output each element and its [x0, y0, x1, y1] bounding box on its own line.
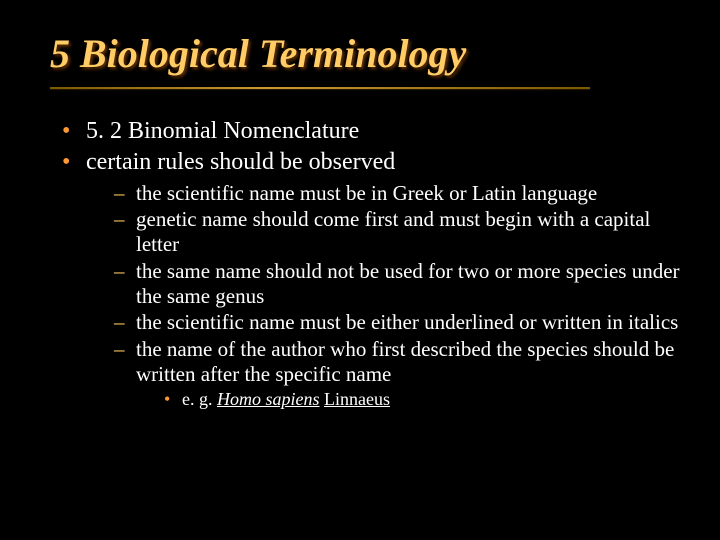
l2-text: the name of the author who first describ… [136, 337, 674, 386]
l3-item: e. g. Homo sapiens Linnaeus [164, 389, 680, 411]
l2-text: the scientific name must be either under… [136, 310, 678, 334]
l1-item: 5. 2 Binomial Nomenclature [62, 117, 680, 146]
l3-prefix: e. g. [182, 389, 217, 409]
l2-item: the scientific name must be in Greek or … [114, 181, 680, 206]
l1-text: certain rules should be observed [86, 149, 395, 175]
bullet-list-level1: 5. 2 Binomial Nomenclature certain rules… [50, 117, 680, 410]
l2-text: genetic name should come first and must … [136, 207, 650, 256]
slide-title: 5 Biological Terminology [50, 30, 680, 81]
title-underline [50, 87, 590, 89]
l2-item: the name of the author who first describ… [114, 337, 680, 410]
slide: 5 Biological Terminology 5. 2 Binomial N… [0, 0, 720, 540]
l2-item: the same name should not be used for two… [114, 259, 680, 309]
l2-item: genetic name should come first and must … [114, 207, 680, 257]
bullet-list-level2: the scientific name must be in Greek or … [86, 181, 680, 411]
l1-item: certain rules should be observed the sci… [62, 148, 680, 411]
binomial-name: Homo sapiens [217, 389, 320, 409]
l2-text: the scientific name must be in Greek or … [136, 181, 597, 205]
bullet-list-level3: e. g. Homo sapiens Linnaeus [136, 389, 680, 411]
l2-item: the scientific name must be either under… [114, 310, 680, 335]
author-name: Linnaeus [324, 389, 390, 409]
l1-text: 5. 2 Binomial Nomenclature [86, 118, 359, 144]
l2-text: the same name should not be used for two… [136, 259, 680, 308]
